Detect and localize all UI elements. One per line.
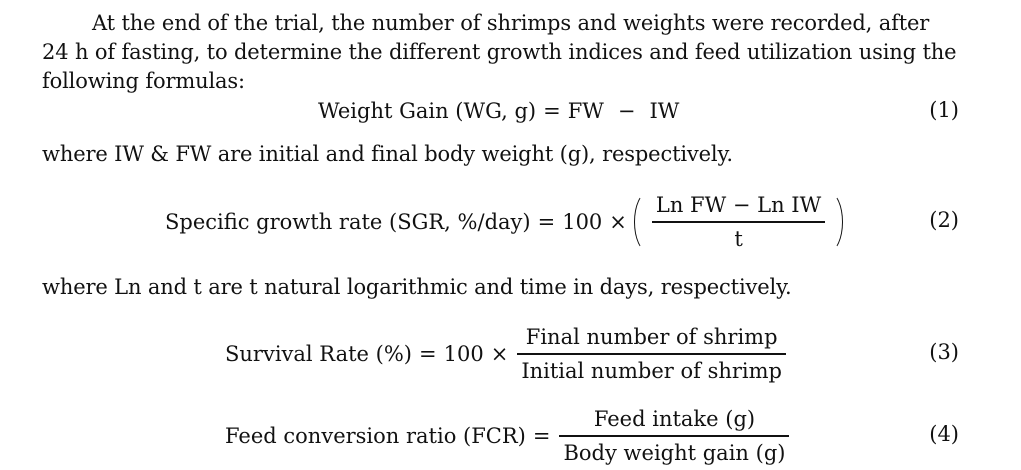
equation-3-number: (3) bbox=[929, 340, 959, 364]
equation-3: Survival Rate (%) = 100 × Final number o… bbox=[0, 322, 1021, 386]
eq4-denominator: Body weight gain (g) bbox=[563, 440, 786, 465]
eq3-numerator: Final number of shrimp bbox=[525, 325, 778, 350]
eq1-minus: − bbox=[617, 99, 636, 123]
eq4-fraction: Feed intake (g) Body weight gain (g) bbox=[559, 406, 790, 465]
equation-3-body: Survival Rate (%) = 100 × Final number o… bbox=[225, 322, 788, 386]
eq2-fraction: Ln FW − Ln IW t bbox=[651, 192, 826, 251]
eq3-fraction-bar bbox=[517, 353, 786, 355]
logarithm-definition-paragraph: where Ln and t are t natural logarithmic… bbox=[42, 275, 792, 299]
eq3-equals: = bbox=[419, 342, 437, 366]
equation-1-number: (1) bbox=[929, 98, 959, 122]
equation-4-body: Feed conversion ratio (FCR) = Feed intak… bbox=[225, 404, 791, 468]
eq2-fraction-bar bbox=[651, 221, 826, 223]
eq3-lhs: Survival Rate (%) bbox=[225, 342, 413, 366]
equation-2-number: (2) bbox=[929, 208, 959, 232]
weight-definition-paragraph: where IW & FW are initial and final body… bbox=[42, 142, 733, 166]
equation-1-body: Weight Gain (WG, g) = FW − IW bbox=[318, 95, 679, 127]
eq2-denominator: t bbox=[734, 226, 743, 251]
eq4-lhs: Feed conversion ratio (FCR) bbox=[225, 424, 526, 448]
equation-4-number: (4) bbox=[929, 422, 959, 446]
equation-2: Specific growth rate (SGR, %/day) = 100 … bbox=[0, 190, 1021, 254]
eq1-equals: = bbox=[543, 99, 561, 123]
eq2-equals: = bbox=[537, 210, 556, 234]
eq3-factor: 100 bbox=[443, 342, 484, 366]
eq3-denominator: Initial number of shrimp bbox=[521, 358, 782, 383]
eq1-term-a: FW bbox=[567, 99, 604, 123]
eq4-numerator: Feed intake (g) bbox=[593, 407, 756, 432]
equation-2-body: Specific growth rate (SGR, %/day) = 100 … bbox=[165, 190, 844, 254]
eq2-numerator: Ln FW − Ln IW bbox=[655, 193, 822, 218]
eq3-fraction: Final number of shrimp Initial number of… bbox=[517, 324, 786, 383]
eq2-factor: 100 bbox=[562, 210, 603, 234]
intro-paragraph: At the end of the trial, the number of s… bbox=[42, 11, 957, 93]
eq4-equals: = bbox=[532, 424, 551, 448]
eq1-lhs: Weight Gain (WG, g) bbox=[318, 99, 537, 123]
equation-4: Feed conversion ratio (FCR) = Feed intak… bbox=[0, 404, 1021, 468]
eq3-times: × bbox=[490, 342, 509, 366]
equation-1: Weight Gain (WG, g) = FW − IW (1) bbox=[0, 95, 1021, 127]
eq4-fraction-bar bbox=[559, 435, 790, 437]
eq2-left-paren bbox=[633, 192, 648, 252]
eq2-lhs: Specific growth rate (SGR, %/day) bbox=[165, 210, 531, 234]
eq2-right-paren bbox=[829, 192, 844, 252]
eq2-times: × bbox=[609, 210, 627, 234]
eq1-term-b: IW bbox=[649, 99, 680, 123]
